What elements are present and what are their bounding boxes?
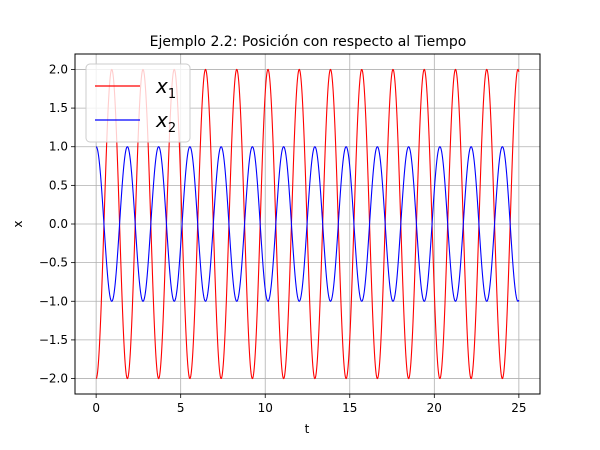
legend-label-x2: x2 [155,108,176,136]
y-tick-label: −0.5 [39,256,68,270]
legend-label-x1: x1 [155,74,176,102]
x-tick-label: 0 [92,401,100,415]
plot-lines [95,68,520,380]
chart-title: Ejemplo 2.2: Posición con respecto al Ti… [150,34,467,50]
y-tick-label: 2.0 [49,62,68,76]
y-tick-label: −2.0 [39,372,68,386]
x-tick-label: 10 [258,401,273,415]
x-tick-label: 5 [177,401,185,415]
x-tick-label: 25 [511,401,526,415]
y-tick-label: −1.0 [39,294,68,308]
x-tick-label: 20 [427,401,442,415]
x-tick-label: 15 [342,401,357,415]
legend: x1 x2 [85,63,191,143]
y-tick-label: 1.0 [49,140,68,154]
y-tick-label: 1.5 [49,101,68,115]
x-axis-label: t [305,422,310,436]
y-tick-label: −1.5 [39,333,68,347]
y-tick-label: 0.5 [49,178,68,192]
legend-box [85,63,191,143]
series-line-x2 [95,146,520,302]
y-axis-label: x [11,220,25,227]
ticks: 0 5 10 15 20 25 −2.0 −1.5 −1.0 −0.5 0.0 0.5 1.0 1.5 2.… [39,62,527,415]
y-tick-label: 0.0 [49,217,68,231]
